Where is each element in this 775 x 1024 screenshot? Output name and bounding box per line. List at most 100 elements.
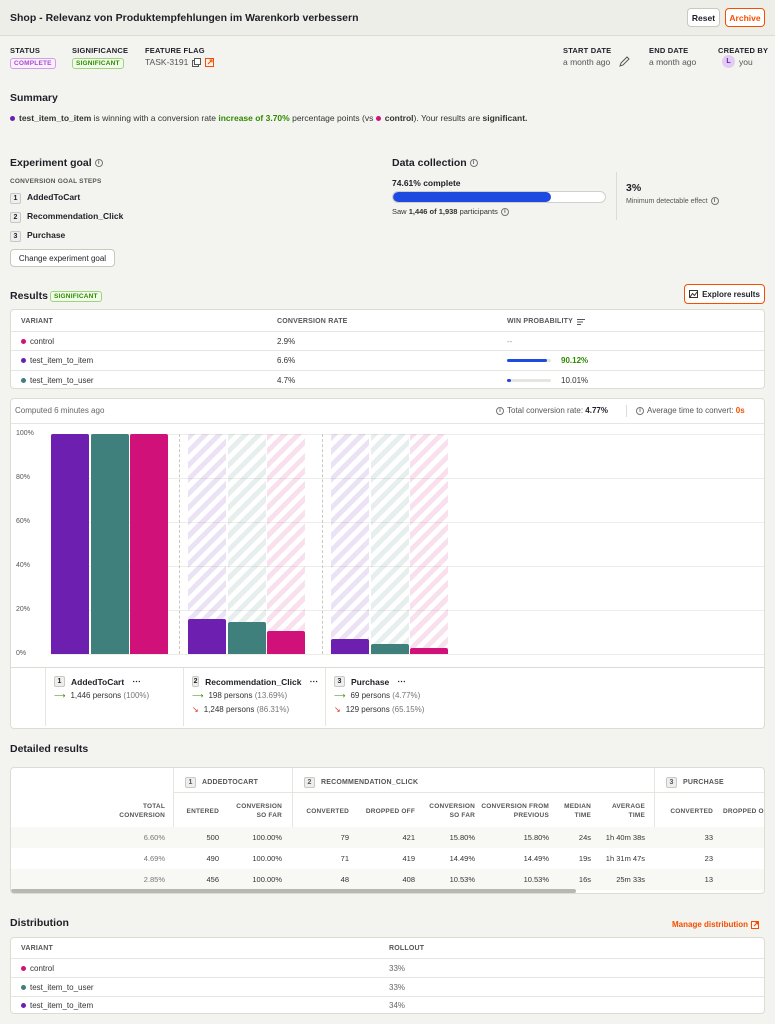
arrow-down-right-icon: ↘ [192,705,199,714]
dropoff-bar[interactable] [188,434,226,620]
dropoff-bar[interactable] [331,434,369,640]
table-row[interactable]: 6.60% 500 100.00% 79 421 15.80% 15.80% 24s 1h 40… [11,827,764,848]
significance-label: SIGNIFICANCE [72,46,129,55]
info-icon[interactable]: i [636,406,644,415]
end-date-label: END DATE [649,46,689,55]
bar-test_item_to_item-AddedToCart[interactable] [51,434,89,654]
significance-badge: SIGNIFICANT [72,58,124,69]
table-row[interactable]: test_item_to_user 4.7% 10.01% [11,370,764,389]
more-icon[interactable]: ⋯ [309,676,319,686]
dropped-count: ↘ 1,248 persons (86.31%) [192,705,290,714]
feature-flag-link[interactable]: TASK-3191 [145,57,189,67]
variant-dot [21,358,26,364]
arrow-right-icon: ⟶ [54,691,66,700]
summary-text: test_item_to_item is winning with a conv… [10,113,527,123]
mde-label: Minimum detectable effect i [626,197,719,205]
distribution-heading: Distribution [10,917,69,929]
column-header: CONVERSION SO FAR [236,803,282,819]
win-probability-bar [507,378,551,382]
chart-icon [689,290,699,298]
data-collection-heading: Data collection i [392,157,478,169]
table-row[interactable]: test_item_to_item 34% [11,996,764,1014]
converted-count: ⟶ 198 persons (13.69%) [192,691,288,700]
dropoff-bar[interactable] [410,434,448,648]
variant-dot [21,984,26,990]
cell-csf2: 14.49% [449,854,475,863]
copy-icon[interactable] [192,57,202,67]
sort-icon[interactable] [577,318,585,325]
bar-test_item_to_user-Purchase[interactable] [370,643,409,654]
start-date-label: START DATE [563,46,612,55]
bar-test_item_to_item-Purchase[interactable] [331,639,369,654]
grid-line [51,434,764,435]
table-row[interactable]: control 33% [11,958,764,977]
dropoff-bar[interactable] [227,434,266,623]
page-title: Shop - Relevanz von Produktempfehlungen … [10,12,359,24]
reset-button[interactable]: Reset [687,8,720,27]
cell-avg: 25m 33s [616,875,645,884]
avatar: L [722,55,735,68]
info-icon[interactable]: i [710,197,719,205]
column-header: ENTERED [186,808,219,815]
info-icon[interactable]: i [500,208,509,217]
more-icon[interactable]: ⋯ [132,676,142,686]
goal-steps-label: CONVERSION GOAL STEPS [10,178,102,185]
change-experiment-goal-button[interactable]: Change experiment goal [10,249,115,267]
table-row[interactable]: control 2.9% -- [11,331,764,350]
column-header: CONVERSION SO FAR [429,803,475,819]
collection-progress-fill [393,192,552,202]
converted-count: ⟶ 1,446 persons (100%) [54,691,150,700]
created-by-value: you [739,56,753,67]
bar-test_item_to_user-Recommendation_Click[interactable] [227,622,266,654]
cell-prev: 15.80% [523,833,549,842]
table-row[interactable]: 2.85% 456 100.00% 48 408 10.53% 10.53% 16s 25m 3… [11,869,764,890]
divider [173,792,764,793]
cell-entered: 490 [206,854,219,863]
bar-test_item_to_item-Recommendation_Click[interactable] [188,619,226,654]
step-number: 1 [54,676,65,687]
cell-entered: 456 [206,875,219,884]
info-icon[interactable]: i [496,406,504,415]
info-icon[interactable]: i [94,159,103,168]
cell-csf: 100.00% [252,854,282,863]
end-date-value: a month ago [649,57,697,67]
cell-total: 4.69% [143,854,165,863]
bar-control-Purchase[interactable] [410,647,448,654]
column-header: TOTAL CONVERSION [119,803,165,819]
archive-button[interactable]: Archive [725,8,765,27]
more-icon[interactable]: ⋯ [397,676,407,686]
dropoff-bar[interactable] [267,434,305,631]
funnel-step-legend-2: 2 Recommendation_Click ⋯ ⟶ 198 persons (13.6… [183,668,319,726]
table-row[interactable]: 4.69% 490 100.00% 71 419 14.49% 14.49% 19s 1h 31… [11,848,764,869]
table-row[interactable]: test_item_to_user 33% [11,977,764,996]
step-header: 3 PURCHASE [666,777,724,788]
goal-step: 3 Purchase [10,230,65,242]
cell-median: 19s [578,854,591,863]
funnel-step-legend-1: 1 AddedToCart ⋯ ⟶ 1,446 persons (100%) [45,668,181,726]
dropoff-bar[interactable] [370,434,409,644]
grid-line [51,522,764,523]
bar-control-AddedToCart[interactable] [130,434,168,654]
bar-control-Recommendation_Click[interactable] [267,630,305,654]
bar-test_item_to_user-AddedToCart[interactable] [90,434,129,654]
grid-line [51,654,764,655]
column-header: AVERAGE TIME [611,803,645,819]
computed-text: Computed 6 minutes ago [15,406,105,415]
column-header: DROPPED OFF [365,808,415,815]
cell-conv3: 13 [704,875,713,884]
cell-median: 24s [578,833,591,842]
y-tick-label: 20% [16,606,31,613]
explore-results-button[interactable]: Explore results [684,284,765,304]
column-header: MEDIAN TIME [564,803,591,819]
cell-drop: 408 [402,875,415,884]
win-probability-bar [507,359,551,362]
table-row[interactable]: test_item_to_item 6.6% 90.12% [11,350,764,370]
pencil-icon[interactable] [619,56,630,67]
column-header: WIN PROBABILITY [507,318,585,325]
manage-distribution-link[interactable]: Manage distribution [672,920,759,929]
info-icon[interactable]: i [469,159,478,168]
external-link-icon[interactable] [205,57,215,67]
horizontal-scrollbar[interactable] [11,889,576,893]
summary-heading: Summary [10,92,58,104]
funnel-step-legend-3: 3 Purchase ⋯ ⟶ 69 persons (4.77%) ↘ 129 person… [325,668,461,726]
